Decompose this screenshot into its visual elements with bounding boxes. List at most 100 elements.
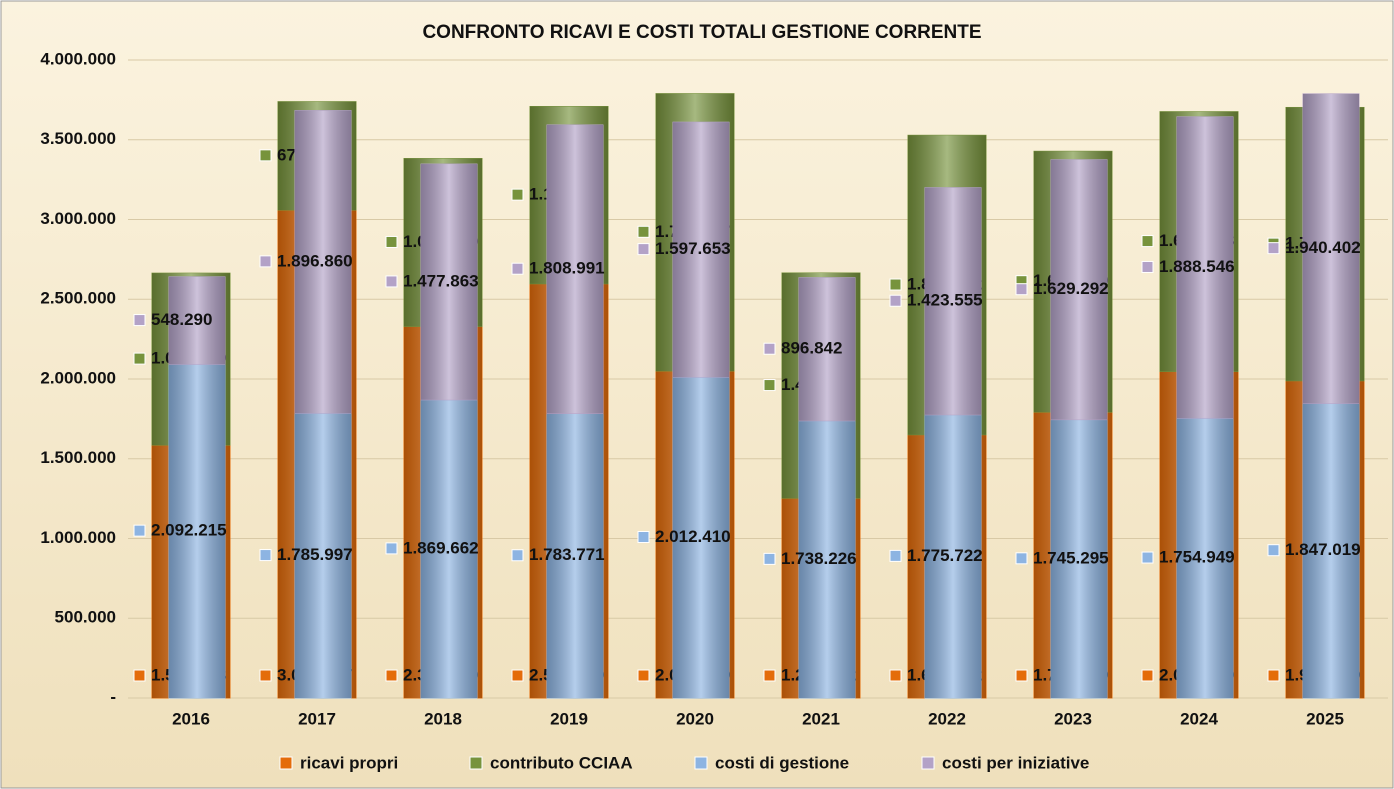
x-tick-label: 2025	[1306, 709, 1344, 728]
bar-shine	[1303, 403, 1359, 698]
bar-shine	[421, 164, 477, 400]
label-marker	[1141, 551, 1154, 564]
label-marker	[385, 275, 398, 288]
data-label: 1.477.863	[403, 271, 479, 290]
label-marker	[259, 149, 272, 162]
label-marker	[637, 669, 650, 682]
label-marker	[763, 379, 776, 392]
legend-label: ricavi propri	[300, 753, 398, 772]
data-label: 1.808.991	[529, 259, 605, 278]
bar-shine	[799, 277, 855, 421]
label-marker	[1141, 260, 1154, 273]
bar-shine	[295, 110, 351, 414]
legend-label: costi di gestione	[715, 753, 849, 772]
bar-shine	[799, 420, 855, 698]
x-tick-label: 2021	[802, 709, 840, 728]
y-tick-label: 1.000.000	[40, 528, 116, 547]
legend-label: contributo CCIAA	[490, 753, 633, 772]
bar-shine	[1303, 93, 1359, 404]
data-label: 1.597.653	[655, 239, 731, 258]
data-label: 1.896.860	[277, 251, 353, 270]
y-tick-label: 1.500.000	[40, 448, 116, 467]
y-tick-label: 500.000	[55, 608, 116, 627]
data-label: 2.092.215	[151, 521, 227, 540]
label-marker	[133, 314, 146, 327]
label-marker	[133, 669, 146, 682]
bar-shine	[547, 124, 603, 414]
label-marker	[511, 188, 524, 201]
bar-shine	[421, 399, 477, 698]
bar-shine	[925, 414, 981, 698]
label-marker	[1267, 669, 1280, 682]
x-tick-label: 2022	[928, 709, 966, 728]
bar-shine	[169, 364, 225, 698]
y-tick-label: 3.000.000	[40, 209, 116, 228]
label-marker	[889, 669, 902, 682]
label-marker	[763, 552, 776, 565]
data-label: 896.842	[781, 339, 842, 358]
label-marker	[259, 669, 272, 682]
legend-label: costi per iniziative	[942, 753, 1089, 772]
x-tick-label: 2020	[676, 709, 714, 728]
label-marker	[511, 549, 524, 562]
label-marker	[1141, 669, 1154, 682]
x-tick-label: 2016	[172, 709, 210, 728]
bar-shine	[1177, 418, 1233, 698]
label-marker	[1267, 242, 1280, 255]
label-marker	[637, 243, 650, 256]
label-marker	[133, 524, 146, 537]
bar-shine	[295, 413, 351, 698]
label-marker	[889, 549, 902, 562]
data-label: 1.888.546	[1159, 257, 1235, 276]
label-marker	[133, 352, 146, 365]
x-tick-label: 2019	[550, 709, 588, 728]
data-label: 1.745.295	[1033, 548, 1109, 567]
y-tick-label: 2.000.000	[40, 368, 116, 387]
x-tick-label: 2024	[1180, 709, 1218, 728]
data-label: 1.738.226	[781, 549, 857, 568]
y-tick-label: 4.000.000	[40, 49, 116, 68]
label-marker	[511, 262, 524, 275]
legend-swatch	[921, 756, 935, 770]
bar-shine	[1177, 116, 1233, 419]
data-label: 1.940.402	[1285, 238, 1361, 257]
legend-swatch	[279, 756, 293, 770]
bar-shine	[1051, 419, 1107, 698]
legend-swatch	[469, 756, 483, 770]
data-label: 1.785.997	[277, 545, 353, 564]
y-tick-label: -	[110, 687, 116, 706]
x-tick-label: 2017	[298, 709, 336, 728]
label-marker	[763, 669, 776, 682]
y-tick-label: 3.500.000	[40, 129, 116, 148]
data-label: 1.783.771	[529, 545, 605, 564]
data-label: 1.754.949	[1159, 548, 1235, 567]
bar-shine	[925, 187, 981, 415]
label-marker	[511, 669, 524, 682]
data-label: 1.423.555	[907, 291, 983, 310]
label-marker	[889, 278, 902, 291]
legend-swatch	[694, 756, 708, 770]
label-marker	[1267, 544, 1280, 557]
x-tick-label: 2023	[1054, 709, 1092, 728]
chart-title: CONFRONTO RICAVI E COSTI TOTALI GESTIONE…	[422, 22, 981, 43]
bar-shine	[169, 276, 225, 365]
data-label: 548.290	[151, 310, 212, 329]
bar-shine	[1051, 159, 1107, 420]
bar-shine	[673, 377, 729, 698]
label-marker	[763, 342, 776, 355]
label-marker	[1015, 552, 1028, 565]
label-marker	[259, 549, 272, 562]
label-marker	[889, 294, 902, 307]
label-marker	[259, 255, 272, 268]
x-tick-label: 2018	[424, 709, 462, 728]
data-label: 1.869.662	[403, 538, 479, 557]
label-marker	[637, 225, 650, 238]
label-marker	[385, 542, 398, 555]
label-marker	[385, 235, 398, 248]
label-marker	[385, 669, 398, 682]
label-marker	[1015, 669, 1028, 682]
y-tick-label: 2.500.000	[40, 289, 116, 308]
data-label: 1.775.722	[907, 546, 983, 565]
bar-shine	[673, 122, 729, 378]
